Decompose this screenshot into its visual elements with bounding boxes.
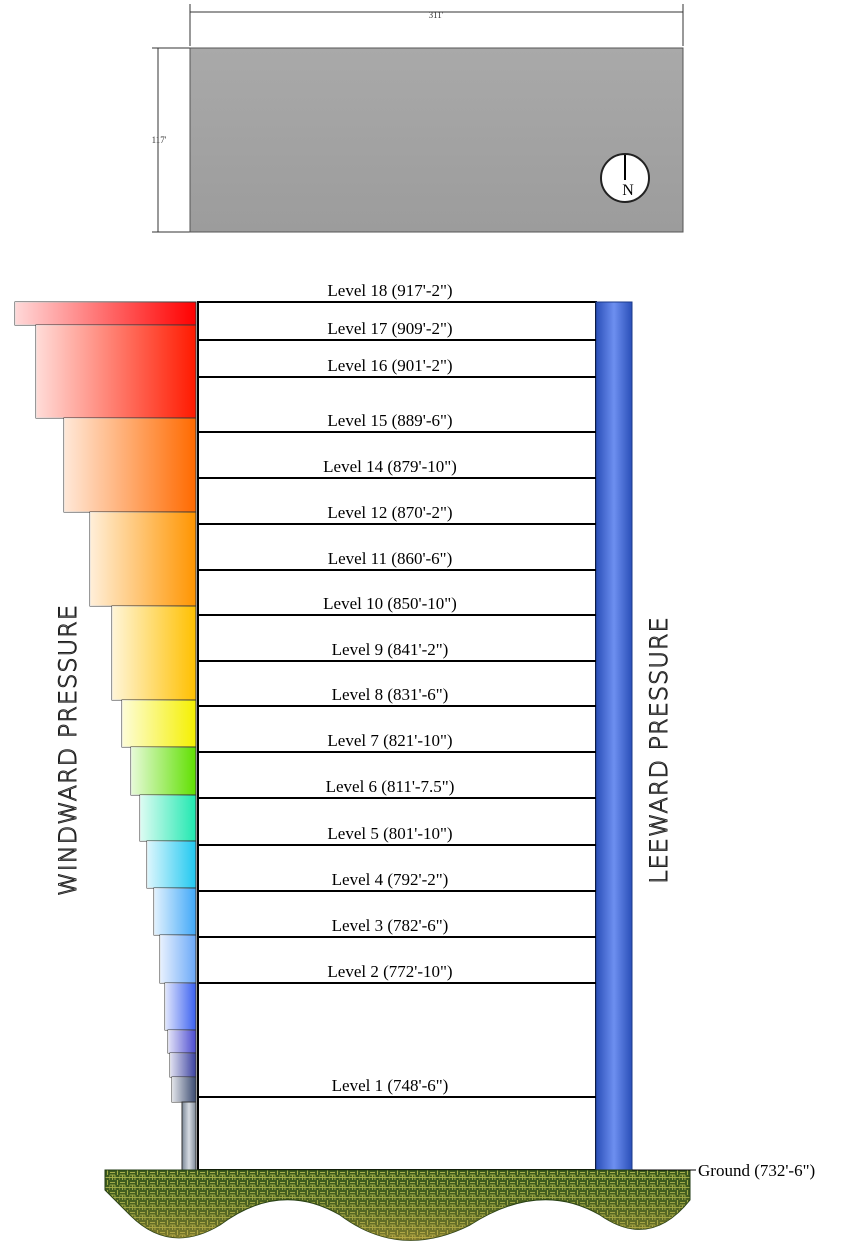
pressure-step-shade — [15, 302, 196, 325]
level-label: Level 11 (860'-6") — [328, 549, 453, 568]
pressure-step-shade — [131, 747, 196, 795]
plan-outline — [189, 47, 684, 233]
building-section — [197, 301, 597, 1171]
level-label: Level 12 (870'-2") — [327, 503, 452, 522]
level-label: Level 15 (889'-6") — [327, 411, 452, 430]
level-label: Level 18 (917'-2") — [327, 281, 452, 300]
level-label: Level 14 (879'-10") — [323, 457, 457, 476]
width-label: 311' — [429, 10, 444, 20]
pressure-step-shade — [154, 888, 196, 935]
pressure-step-shade — [122, 700, 196, 747]
pressure-step-shade — [160, 935, 196, 983]
plan-view: 311' 117' N — [152, 4, 684, 233]
level-label: Level 6 (811'-7.5") — [326, 777, 455, 796]
level-label: Level 9 (841'-2") — [332, 640, 449, 659]
leeward-label: LEEWARD PRESSURE — [645, 616, 673, 884]
level-label: Level 1 (748'-6") — [332, 1076, 449, 1095]
level-label: Level 8 (831'-6") — [332, 685, 449, 704]
pressure-step-shade — [64, 418, 196, 512]
pressure-step-shade — [90, 512, 196, 606]
level-label: Level 7 (821'-10") — [327, 731, 452, 750]
ground-label: Ground (732'-6") — [698, 1161, 815, 1180]
level-label: Level 3 (782'-6") — [332, 916, 449, 935]
depth-label: 117' — [152, 135, 167, 145]
ground-shade — [105, 1170, 690, 1241]
pressure-step-shade — [172, 1077, 196, 1102]
pressure-step-shade — [140, 795, 196, 841]
pressure-step-shade — [168, 1030, 196, 1053]
levels: Level 18 (917'-2") Level 17 (909'-2") Leve… — [198, 281, 596, 1098]
windward-label: WINDWARD PRESSURE — [54, 604, 82, 896]
north-label: N — [622, 182, 634, 199]
leeward-pressure-bar — [595, 301, 633, 1171]
level-label: Level 5 (801'-10") — [327, 824, 452, 843]
pressure-step-shade — [170, 1053, 196, 1077]
pressure-step-shade — [36, 325, 196, 418]
level-label: Level 10 (850'-10") — [323, 594, 457, 613]
pressure-step-shade — [165, 983, 196, 1030]
windward-pressure — [14, 301, 197, 1103]
level-label: Level 4 (792'-2") — [332, 870, 449, 889]
ground-column — [181, 1101, 197, 1171]
pressure-step-shade — [147, 841, 196, 888]
level-label: Level 2 (772'-10") — [327, 962, 452, 981]
level-label: Level 17 (909'-2") — [327, 319, 452, 338]
pressure-step-shade — [112, 606, 196, 700]
level-label: Level 16 (901'-2") — [327, 356, 452, 375]
